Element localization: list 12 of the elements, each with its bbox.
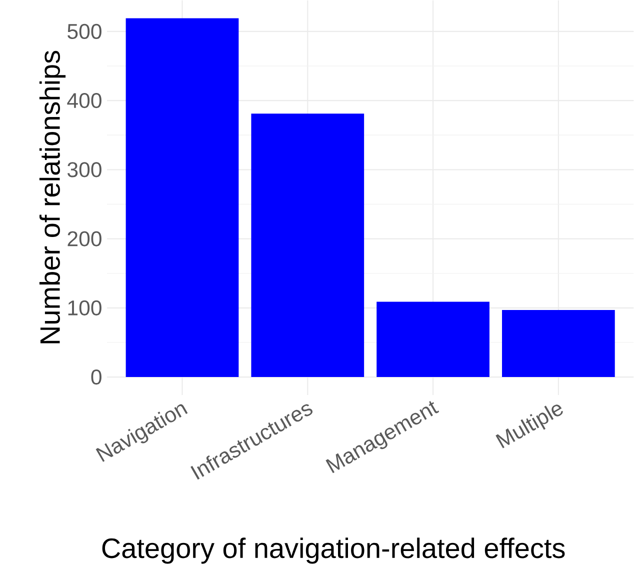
x-axis-title: Category of navigation-related effects [102,538,565,564]
bar [126,18,239,378]
y-tick-label: 400 [67,93,102,108]
bar [251,114,364,378]
y-tick-label: 100 [68,300,102,316]
bar [376,302,490,378]
y-tick-label: 500 [68,24,102,39]
bar [502,310,615,378]
y-tick-label: 200 [68,231,102,246]
y-tick-label: 0 [91,369,102,385]
y-tick-label: 300 [68,162,102,178]
y-axis-title: Number of relationships [39,50,66,344]
